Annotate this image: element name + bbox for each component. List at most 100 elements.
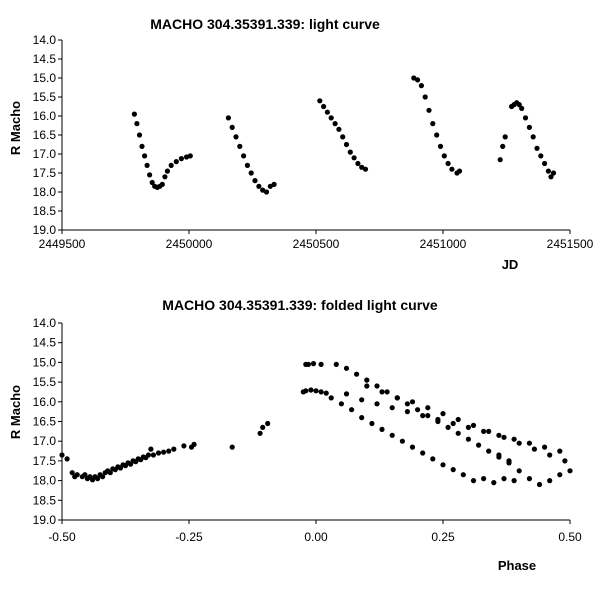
data-point	[229, 444, 235, 450]
data-point	[263, 189, 270, 195]
data-point	[420, 413, 426, 419]
data-point	[178, 156, 184, 162]
data-point	[420, 450, 426, 456]
data-point	[244, 162, 250, 168]
data-point	[271, 181, 277, 187]
y-tick-label: 14.5	[33, 52, 57, 66]
data-point	[328, 395, 334, 401]
data-point	[305, 361, 311, 367]
data-point	[538, 153, 544, 159]
data-point	[557, 448, 563, 454]
y-tick-label: 15.0	[33, 71, 57, 85]
data-point	[359, 415, 365, 421]
data-point	[362, 166, 369, 172]
data-point	[404, 401, 410, 407]
data-point	[136, 132, 143, 138]
chart-title: MACHO 304.35391.339: folded light curve	[162, 297, 438, 313]
data-point	[548, 174, 554, 180]
y-tick-label: 19.0	[33, 223, 57, 237]
data-point	[394, 395, 400, 401]
data-point	[481, 476, 487, 482]
y-tick-label: 18.5	[33, 493, 57, 507]
data-point	[389, 405, 395, 411]
data-point	[418, 83, 424, 89]
data-point	[465, 436, 471, 442]
x-axis-label: Phase	[498, 558, 536, 573]
x-tick-label: 0.25	[431, 530, 455, 544]
data-point	[545, 168, 552, 174]
data-point	[303, 388, 309, 394]
y-tick-label: 17.5	[33, 166, 57, 180]
data-point	[536, 481, 543, 488]
data-point	[425, 413, 431, 419]
data-point	[434, 132, 440, 138]
data-point	[354, 371, 360, 377]
data-point	[131, 111, 137, 117]
data-point	[59, 452, 65, 458]
data-point	[415, 77, 421, 83]
data-point	[69, 470, 75, 476]
data-point	[328, 115, 334, 121]
data-point	[497, 157, 503, 163]
data-point	[161, 449, 167, 455]
data-point	[445, 424, 451, 430]
data-point	[440, 462, 446, 468]
data-point	[511, 436, 517, 442]
folded-light-curve-chart: MACHO 304.35391.339: folded light curve …	[8, 297, 582, 573]
y-axis-label: R Macho	[8, 385, 23, 439]
data-point	[409, 444, 416, 450]
y-tick-label: 19.0	[33, 513, 57, 527]
data-point	[547, 478, 553, 484]
data-point	[542, 444, 548, 450]
data-point	[374, 383, 380, 389]
data-point	[265, 420, 271, 427]
data-point	[562, 458, 568, 464]
data-point	[333, 361, 339, 367]
data-point	[455, 430, 461, 436]
data-point	[64, 456, 70, 462]
data-point	[364, 383, 370, 389]
data-point	[404, 409, 410, 415]
y-tick-label: 18.0	[33, 474, 57, 488]
data-point	[166, 448, 172, 454]
data-point	[516, 102, 522, 108]
data-point	[455, 416, 461, 423]
data-point	[374, 401, 380, 407]
data-point	[233, 134, 239, 140]
data-point	[191, 441, 197, 447]
data-point	[409, 399, 416, 405]
x-tick-label: 2450000	[166, 237, 213, 251]
data-point	[502, 134, 508, 140]
data-point	[225, 115, 231, 121]
data-point	[399, 438, 405, 444]
data-point	[74, 472, 80, 478]
data-point	[321, 103, 327, 110]
data-point	[531, 446, 538, 452]
data-point	[155, 450, 162, 456]
x-tick-label: 0.50	[558, 530, 582, 544]
data-point	[511, 478, 517, 484]
y-tick-label: 15.0	[33, 355, 57, 369]
data-point	[456, 168, 463, 174]
data-point	[486, 448, 492, 454]
data-point	[542, 160, 548, 167]
data-point	[134, 121, 140, 127]
data-point	[310, 361, 317, 367]
x-axis-label: JD	[502, 257, 519, 272]
x-tick-label: -0.25	[175, 530, 203, 544]
y-tick-label: 18.0	[33, 185, 57, 199]
data-point	[426, 107, 432, 113]
data-point	[379, 426, 385, 432]
data-point	[171, 446, 177, 452]
y-tick-label: 15.5	[33, 90, 57, 104]
data-point	[181, 443, 187, 449]
data-point	[148, 446, 154, 452]
data-point	[500, 143, 506, 149]
data-point	[241, 153, 247, 159]
data-point	[95, 476, 101, 482]
data-point	[501, 476, 507, 482]
data-point	[318, 361, 324, 367]
data-point	[351, 155, 357, 161]
data-point	[430, 456, 436, 462]
